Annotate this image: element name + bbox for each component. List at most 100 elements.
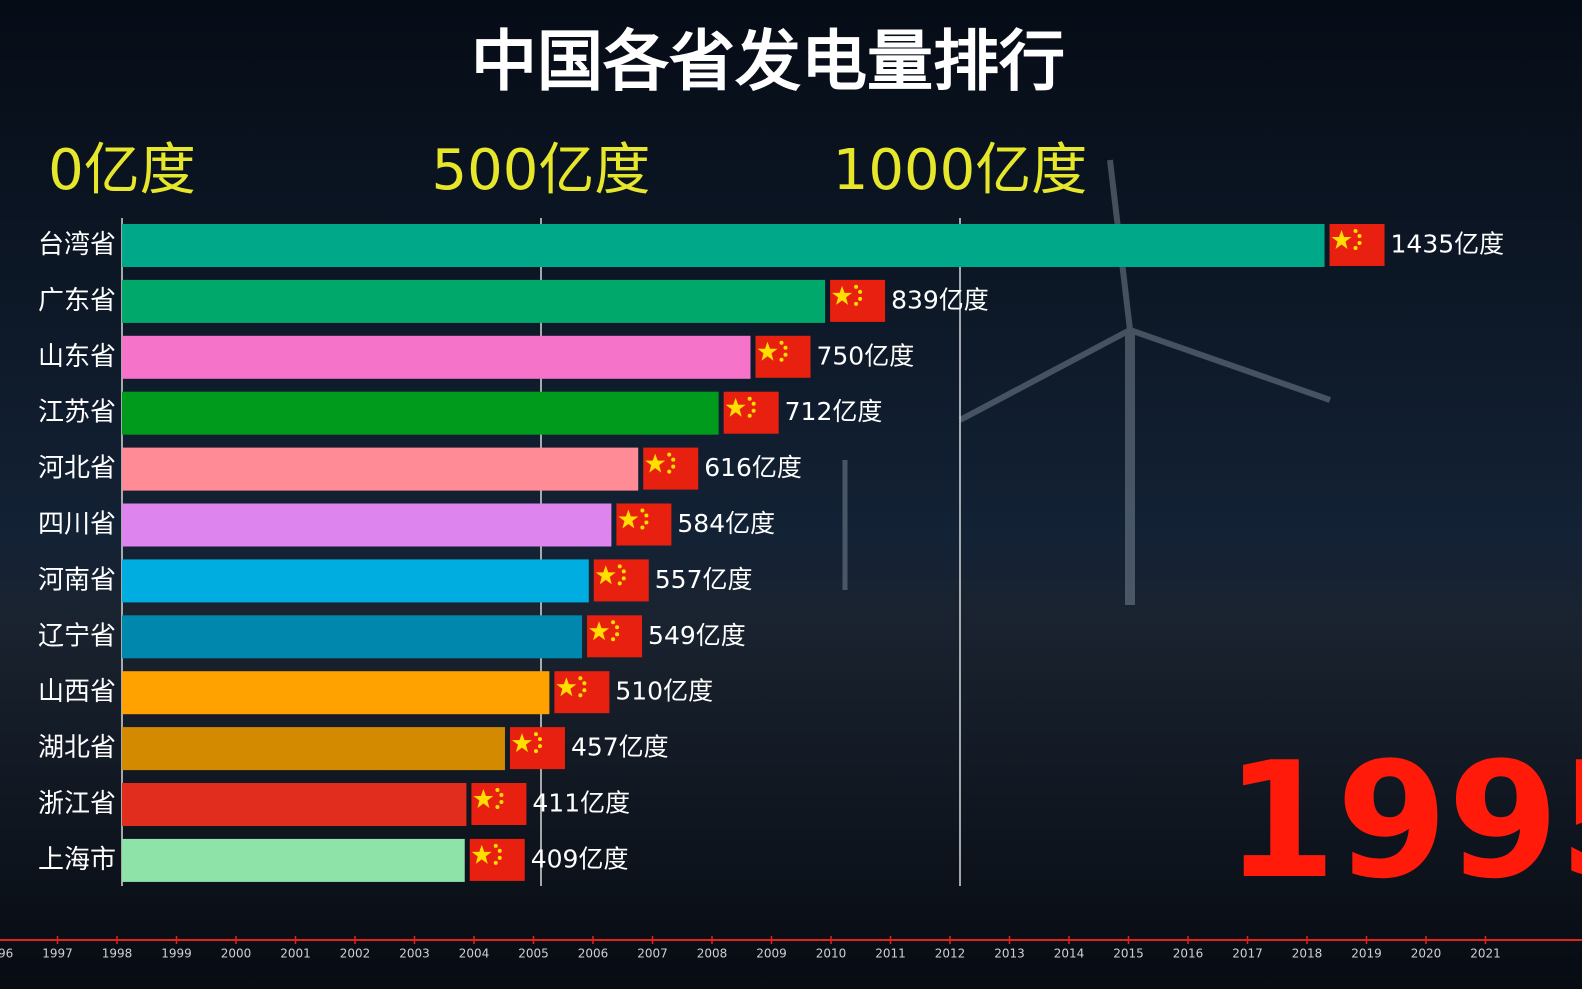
timeline-label: 2021: [1470, 947, 1501, 961]
bar: [122, 335, 751, 379]
flag-small-star: [671, 457, 676, 462]
category-label: 河南省: [38, 565, 116, 595]
flag-small-star: [493, 860, 498, 865]
category-label: 台湾省: [38, 230, 116, 260]
flag-small-star: [667, 452, 672, 457]
flag-small-star: [533, 732, 538, 737]
flag-small-star: [615, 625, 620, 630]
flag-small-star: [537, 744, 542, 749]
timeline-label: 2009: [756, 947, 787, 961]
flag-small-star: [783, 345, 788, 350]
bar: [122, 615, 583, 659]
timeline-label: 2013: [994, 947, 1025, 961]
timeline-label: 2019: [1351, 947, 1382, 961]
flag-small-star: [533, 749, 538, 754]
timeline-label: 2008: [697, 947, 728, 961]
category-label: 上海市: [38, 845, 116, 875]
flag-star: [471, 844, 492, 864]
timeline-label: 2003: [399, 947, 430, 961]
timeline-label: 1997: [42, 947, 73, 961]
flag-small-star: [671, 464, 676, 469]
flag-star: [618, 509, 639, 529]
bar: [122, 503, 612, 547]
bar: [122, 838, 465, 882]
flag: [723, 391, 779, 434]
flag-small-star: [854, 301, 859, 306]
flag: [593, 559, 649, 602]
flag: [471, 783, 527, 825]
timeline-label: 2006: [578, 947, 609, 961]
flag-small-star: [582, 681, 587, 686]
value-label: 584亿度: [677, 509, 775, 538]
flag-small-star: [1353, 246, 1358, 250]
flag-small-star: [1353, 229, 1358, 233]
flag: [643, 447, 699, 490]
flag-star: [473, 789, 494, 808]
flag: [830, 279, 886, 322]
bar: [122, 224, 1325, 267]
flag: [1329, 224, 1385, 266]
flag-star: [556, 677, 577, 697]
flag: [469, 838, 525, 881]
category-label: 江苏省: [38, 398, 116, 428]
bar: [122, 559, 589, 603]
bar: [122, 279, 826, 323]
flag-star: [725, 397, 746, 417]
timeline-label: 2016: [1173, 947, 1204, 961]
category-label: 四川省: [38, 510, 116, 540]
category-label: 广东省: [38, 286, 116, 316]
timeline-label: 2002: [340, 947, 371, 961]
timeline-label: 1996: [0, 947, 13, 961]
flag: [554, 671, 610, 714]
timeline-label: 2001: [280, 947, 311, 961]
flag-small-star: [1357, 234, 1362, 238]
flag-small-star: [747, 413, 752, 418]
value-label: 1435亿度: [1391, 230, 1505, 259]
value-label: 411亿度: [532, 789, 630, 818]
bar: [122, 447, 639, 491]
flag-small-star: [640, 525, 645, 530]
flag-small-star: [497, 848, 502, 853]
flag-small-star: [644, 520, 649, 525]
flag: [755, 335, 811, 378]
flag-star: [645, 453, 666, 473]
flag-small-star: [858, 296, 863, 301]
flag-small-star: [578, 693, 583, 698]
timeline-label: 2020: [1411, 947, 1442, 961]
flag-small-star: [499, 793, 504, 797]
category-label: 河北省: [38, 454, 116, 484]
value-label: 557亿度: [655, 565, 753, 594]
flag-star: [511, 733, 532, 753]
value-label: 750亿度: [817, 341, 915, 370]
flag: [616, 503, 672, 546]
flag-small-star: [617, 564, 622, 569]
value-label: 839亿度: [891, 285, 989, 314]
timeline-label: 2014: [1054, 947, 1085, 961]
value-label: 409亿度: [531, 844, 629, 873]
bar: [122, 671, 550, 715]
x-tick-label: 500亿度: [432, 138, 651, 203]
timeline-label: 2017: [1232, 947, 1263, 961]
timeline-label: 2011: [875, 947, 906, 961]
timeline-label: 2004: [459, 947, 490, 961]
current-year: 1995: [1225, 727, 1582, 914]
flag-small-star: [751, 408, 756, 413]
flag: [587, 615, 643, 658]
flag-small-star: [747, 396, 752, 401]
flag-small-star: [497, 855, 502, 860]
timeline-label: 2007: [637, 947, 668, 961]
flag-small-star: [644, 513, 649, 518]
flag-small-star: [640, 508, 645, 513]
flag-star: [1331, 230, 1352, 249]
category-label: 辽宁省: [38, 621, 116, 651]
x-tick-label: 0亿度: [48, 138, 196, 203]
flag-small-star: [858, 289, 863, 294]
x-tick-label: 1000亿度: [833, 138, 1088, 203]
timeline-label: 2010: [816, 947, 847, 961]
flag-small-star: [751, 401, 756, 406]
value-label: 712亿度: [785, 397, 883, 426]
timeline-label: 1999: [161, 947, 192, 961]
flag-star: [757, 341, 778, 361]
